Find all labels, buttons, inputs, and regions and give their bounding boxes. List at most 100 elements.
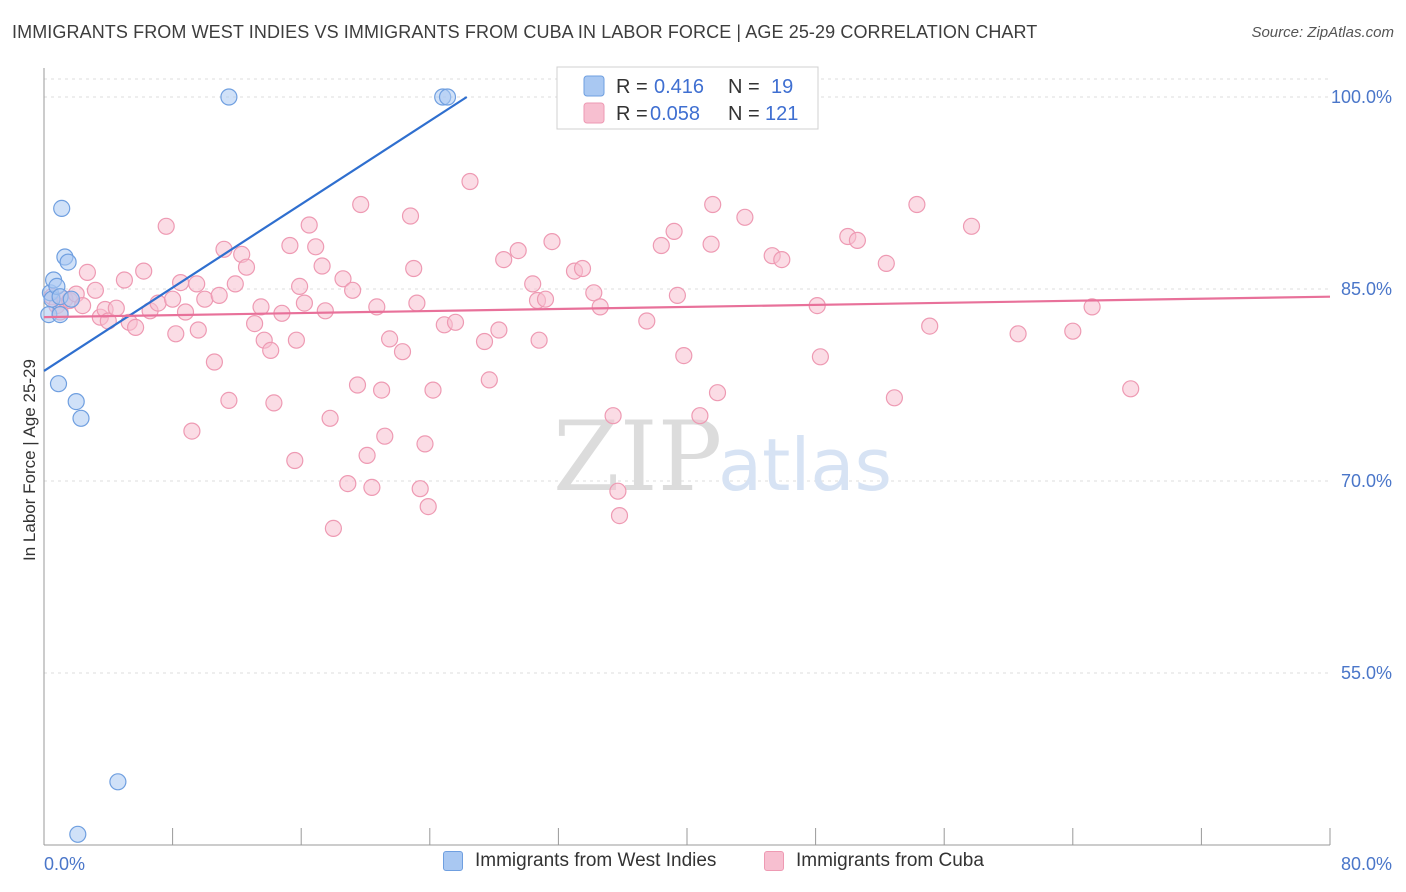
point-cuba	[265, 394, 283, 412]
legend-r-value-pink: 0.058	[650, 103, 700, 125]
x-tick-label: 80.0%	[1341, 854, 1392, 874]
point-cuba	[921, 317, 939, 335]
point-cuba	[411, 480, 429, 498]
point-cuba	[495, 251, 513, 269]
point-cuba	[591, 298, 609, 316]
point-west-indies	[69, 825, 87, 843]
point-cuba	[363, 478, 381, 496]
point-cuba	[416, 435, 434, 453]
point-west-indies	[53, 199, 71, 217]
point-cuba	[736, 208, 754, 226]
point-cuba	[348, 376, 367, 394]
legend-label-west-indies: Immigrants from West Indies	[475, 850, 717, 871]
x-tick-label: 0.0%	[44, 854, 85, 874]
y-tick-label: 100.0%	[1331, 87, 1392, 107]
chart-title: IMMIGRANTS FROM WEST INDIES VS IMMIGRANT…	[12, 22, 1038, 42]
point-cuba	[1064, 322, 1082, 340]
point-cuba	[237, 258, 256, 276]
point-cuba	[167, 325, 185, 343]
legend-r-label-blue: R =	[616, 76, 648, 98]
point-cuba	[401, 207, 420, 225]
point-cuba	[585, 284, 603, 302]
point-cuba	[115, 271, 134, 289]
point-cuba	[307, 238, 325, 256]
point-cuba	[295, 294, 313, 312]
y-tick-label: 70.0%	[1341, 471, 1392, 491]
point-cuba	[107, 299, 125, 317]
point-cuba	[300, 216, 318, 234]
point-cuba	[393, 343, 412, 361]
point-cuba	[490, 321, 508, 339]
point-cuba	[189, 321, 207, 339]
point-cuba	[461, 172, 479, 191]
point-cuba	[419, 498, 437, 516]
point-west-indies	[49, 375, 68, 393]
point-cuba	[287, 331, 305, 349]
point-cuba	[127, 318, 145, 336]
point-west-indies	[109, 773, 127, 791]
point-cuba	[708, 384, 727, 402]
point-west-indies	[220, 88, 238, 106]
legend-r-value-blue: 0.416	[654, 76, 704, 98]
point-cuba	[226, 275, 244, 293]
grid-lines	[44, 78, 1330, 674]
point-cuba	[78, 263, 97, 281]
point-cuba	[358, 446, 376, 464]
point-cuba	[176, 303, 195, 321]
point-cuba	[286, 451, 304, 470]
correlation-legend: R = 0.416 N = 19 R = 0.058 N = 121	[556, 66, 819, 130]
y-axis-label: In Labor Force | Age 25-29	[20, 359, 39, 561]
point-cuba	[291, 277, 309, 295]
point-cuba	[885, 389, 904, 407]
point-cuba	[811, 348, 830, 366]
legend-swatch-pink	[583, 102, 605, 124]
point-cuba	[220, 391, 238, 409]
point-cuba	[313, 257, 331, 275]
point-cuba	[675, 347, 693, 365]
source-label: Source: ZipAtlas.com	[1251, 24, 1394, 41]
point-cuba	[848, 231, 867, 249]
point-cuba	[962, 217, 981, 235]
point-cuba	[246, 315, 264, 333]
point-cuba	[210, 286, 228, 304]
point-cuba	[610, 506, 629, 525]
point-cuba	[196, 290, 214, 308]
point-cuba	[877, 254, 895, 272]
point-cuba	[475, 332, 494, 351]
point-cuba	[424, 381, 442, 399]
point-cuba	[530, 331, 548, 349]
point-west-indies	[438, 88, 457, 106]
point-cuba	[668, 286, 687, 304]
watermark-atlas: atlas	[718, 423, 892, 507]
point-cuba	[183, 422, 201, 440]
point-west-indies	[67, 393, 85, 411]
point-cuba	[446, 313, 465, 331]
legend-swatch-blue	[583, 75, 605, 97]
point-west-indies	[51, 306, 69, 324]
point-cuba	[665, 222, 683, 240]
point-cuba	[509, 242, 527, 260]
axes	[43, 68, 1331, 846]
point-cuba	[908, 195, 926, 214]
legend-swatch-cuba	[764, 851, 784, 871]
point-cuba	[573, 259, 592, 278]
point-cuba	[1009, 325, 1027, 343]
point-cuba	[344, 281, 362, 299]
legend-n-label-blue: N =	[728, 76, 760, 98]
legend-r-label-pink: R =	[616, 103, 648, 125]
point-cuba	[536, 290, 555, 308]
legend-n-label-pink: N =	[728, 103, 760, 125]
point-cuba	[1083, 298, 1101, 316]
y-tick-label: 55.0%	[1341, 663, 1392, 683]
legend-item-west-indies: Immigrants from West Indies	[443, 850, 716, 872]
point-cuba	[381, 330, 399, 348]
legend-n-value-pink: 121	[765, 103, 798, 125]
point-cuba	[157, 217, 175, 235]
point-cuba	[702, 235, 720, 253]
point-cuba	[638, 312, 656, 330]
legend-label-cuba: Immigrants from Cuba	[796, 850, 984, 871]
legend-n-value-blue: 19	[771, 76, 793, 98]
point-cuba	[609, 482, 627, 500]
series-legend: Immigrants from West Indies Immigrants f…	[0, 850, 1406, 880]
